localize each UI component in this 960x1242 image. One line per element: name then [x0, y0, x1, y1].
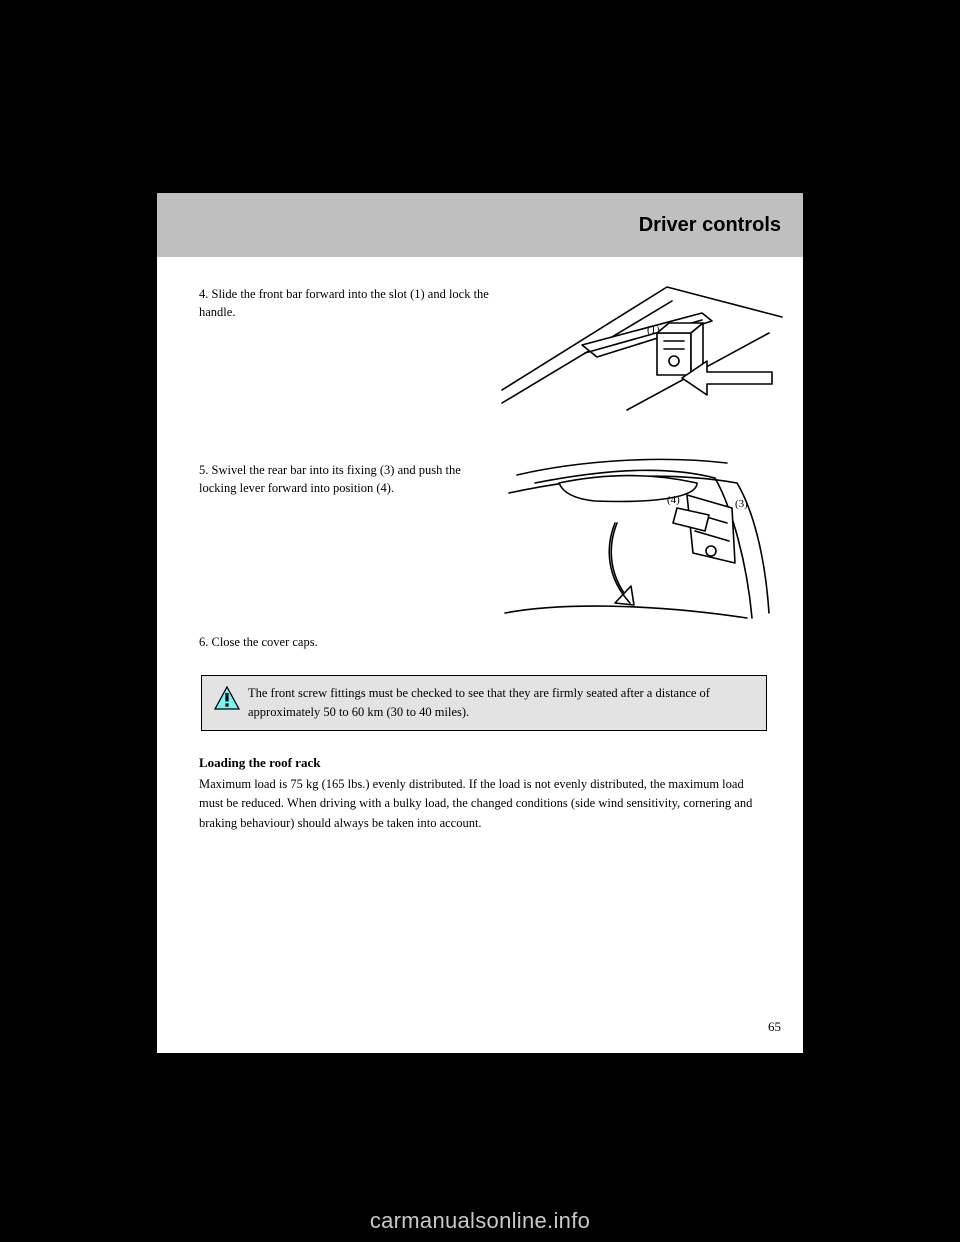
step-4-text: 4. Slide the front bar forward into the … — [199, 285, 489, 321]
warning-icon — [214, 686, 240, 710]
loading-heading: Loading the roof rack — [199, 755, 320, 771]
illustration-rear-bar: (3) (4) — [497, 453, 787, 623]
step-5-text: 5. Swivel the rear bar into its fixing (… — [199, 461, 489, 497]
watermark: carmanualsonline.info — [0, 1208, 960, 1234]
warning-text: The front screw fittings must be checked… — [248, 684, 754, 722]
manual-page: Driver controls 4. Slide the front bar f… — [157, 193, 803, 1053]
loading-body: Maximum load is 75 kg (165 lbs.) evenly … — [199, 775, 765, 833]
svg-text:(3): (3) — [735, 498, 748, 510]
step-6-text: 6. Close the cover caps. — [199, 633, 489, 651]
illustration-front-bar: (1) — [497, 275, 787, 440]
svg-text:(4): (4) — [667, 494, 680, 506]
page-number: 65 — [768, 1019, 781, 1035]
svg-text:(1): (1) — [647, 324, 660, 336]
section-title: Driver controls — [639, 214, 781, 237]
warning-callout: The front screw fittings must be checked… — [201, 675, 767, 731]
section-header: Driver controls — [157, 193, 803, 257]
